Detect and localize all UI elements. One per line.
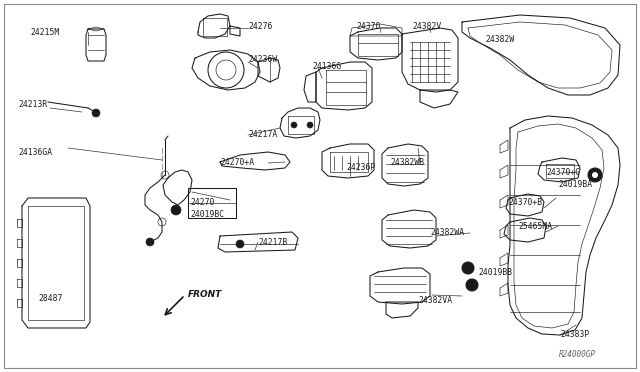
Text: 24236W: 24236W bbox=[248, 55, 277, 64]
Text: 24270: 24270 bbox=[190, 198, 214, 207]
Text: 24382WA: 24382WA bbox=[430, 228, 464, 237]
Text: 28487: 28487 bbox=[38, 294, 62, 303]
Text: 25465MA: 25465MA bbox=[518, 222, 552, 231]
Text: 24370+B: 24370+B bbox=[508, 198, 542, 207]
Text: 24136GA: 24136GA bbox=[18, 148, 52, 157]
Text: 24382V: 24382V bbox=[412, 22, 441, 31]
Text: 24382W: 24382W bbox=[485, 35, 515, 44]
Text: 24370: 24370 bbox=[356, 22, 380, 31]
Text: 24276: 24276 bbox=[248, 22, 273, 31]
Text: FRONT: FRONT bbox=[188, 290, 222, 299]
Text: 24215M: 24215M bbox=[31, 28, 60, 37]
Text: 24019BC: 24019BC bbox=[190, 210, 224, 219]
Circle shape bbox=[307, 122, 313, 128]
Circle shape bbox=[291, 122, 297, 128]
Circle shape bbox=[236, 240, 244, 248]
Circle shape bbox=[171, 205, 181, 215]
Circle shape bbox=[92, 109, 100, 117]
Text: 24270+A: 24270+A bbox=[220, 158, 254, 167]
Text: 24019BB: 24019BB bbox=[478, 268, 512, 277]
Text: 24383P: 24383P bbox=[560, 330, 589, 339]
Text: 24213R: 24213R bbox=[18, 100, 47, 109]
Text: 24236P: 24236P bbox=[346, 163, 375, 172]
Circle shape bbox=[146, 238, 154, 246]
Text: 24370+C: 24370+C bbox=[546, 168, 580, 177]
Text: 24136G: 24136G bbox=[312, 62, 341, 71]
Text: 24217A: 24217A bbox=[248, 130, 277, 139]
Circle shape bbox=[592, 172, 598, 178]
Text: 24217B: 24217B bbox=[258, 238, 287, 247]
Circle shape bbox=[588, 168, 602, 182]
Text: 24019BA: 24019BA bbox=[558, 180, 592, 189]
Text: 24382WB: 24382WB bbox=[390, 158, 424, 167]
Circle shape bbox=[462, 262, 474, 274]
Text: 24382VA: 24382VA bbox=[418, 296, 452, 305]
Circle shape bbox=[466, 279, 478, 291]
Text: R24000GP: R24000GP bbox=[559, 350, 596, 359]
